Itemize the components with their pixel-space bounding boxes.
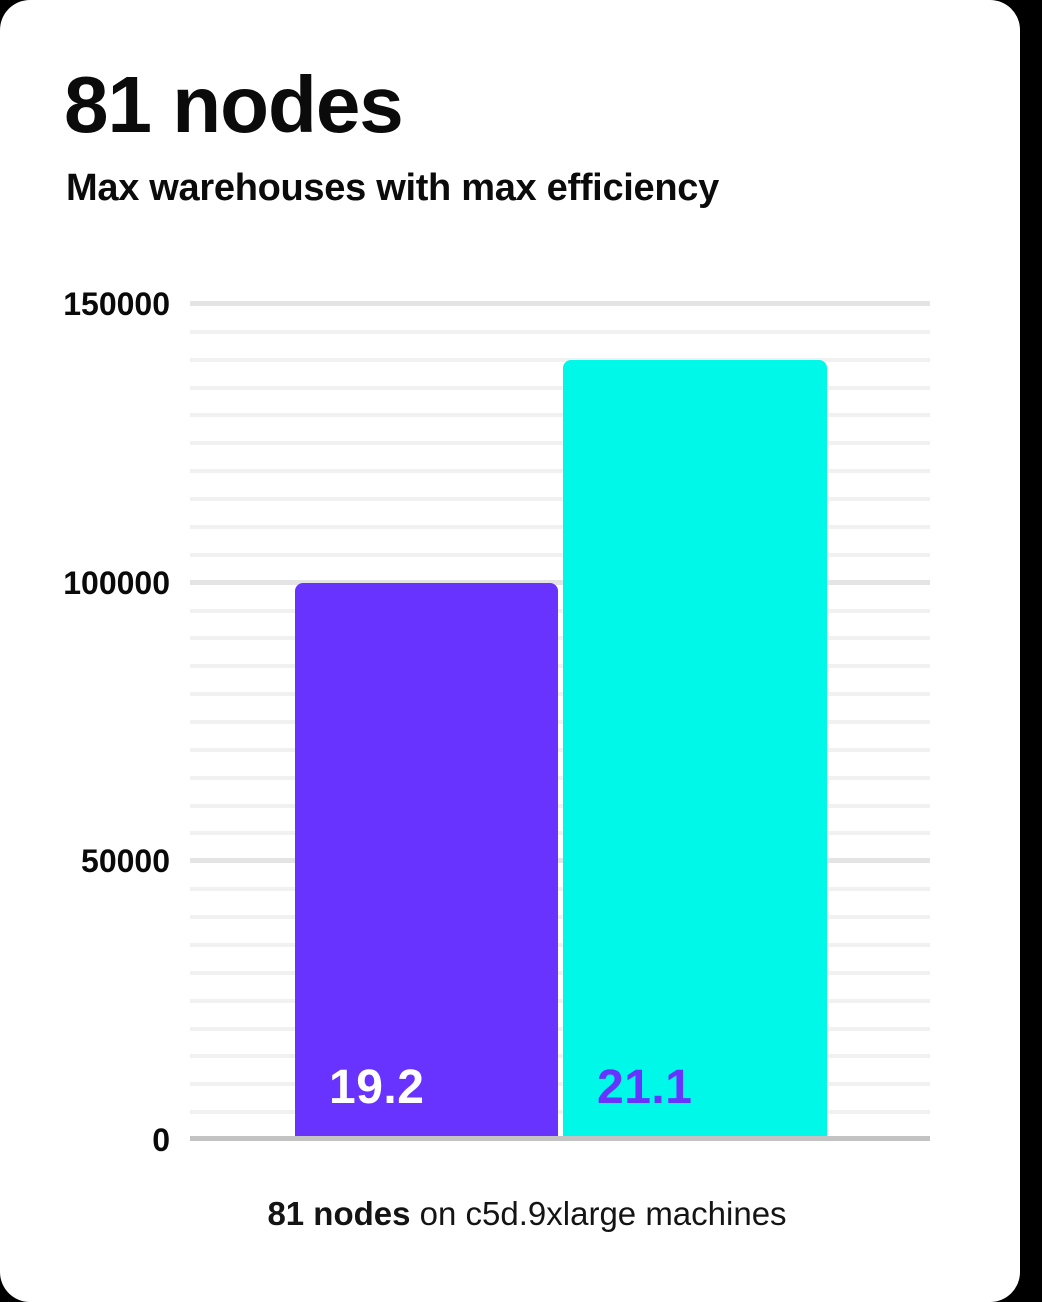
- gridline-minor: [190, 497, 930, 502]
- gridline-minor: [190, 775, 930, 780]
- gridline-minor: [190, 970, 930, 975]
- gridline-minor: [190, 664, 930, 669]
- gridline-minor: [190, 831, 930, 836]
- gridline-major: [190, 579, 930, 585]
- y-tick-label: 100000: [63, 564, 170, 601]
- y-tick-label: 0: [152, 1122, 170, 1158]
- benchmark-card: 81 nodes Max warehouses with max efficie…: [0, 0, 1020, 1302]
- gridline-minor: [190, 720, 930, 724]
- page-subtitle: Max warehouses with max efficiency: [66, 167, 719, 209]
- gridline-major: [190, 301, 930, 306]
- caption-text: on c5d.9xlarge machines: [410, 1195, 787, 1232]
- gridline-minor: [190, 887, 930, 892]
- bar-21.1: 21.1: [563, 359, 827, 1136]
- bar-value-label: 19.2: [329, 1061, 425, 1114]
- gridline-minor: [190, 803, 930, 808]
- gridline-minor: [190, 329, 930, 334]
- gridline-minor: [190, 524, 930, 529]
- y-axis-labels: 0 50000 100000 150000: [0, 288, 170, 1156]
- gridline-minor: [190, 469, 930, 474]
- gridline-minor: [190, 385, 930, 390]
- gridline-minor: [190, 747, 930, 752]
- gridline-minor: [190, 1054, 930, 1059]
- x-axis-baseline: [190, 1136, 930, 1141]
- bar-19.2: 19.2: [295, 582, 558, 1136]
- gridline-minor: [190, 441, 930, 446]
- chart-caption: 81 nodes on c5d.9xlarge machines: [17, 1194, 1020, 1234]
- gridline-minor: [190, 942, 930, 947]
- gridline-minor: [190, 1026, 930, 1031]
- y-tick-label: 50000: [81, 843, 170, 880]
- gridline-minor: [190, 692, 930, 697]
- gridline-minor: [190, 357, 930, 362]
- plot-area: 19.2 21.1: [190, 301, 930, 1141]
- gridline-minor: [190, 608, 930, 613]
- gridline-minor: [190, 552, 930, 557]
- gridline-minor: [190, 636, 930, 641]
- gridline-minor: [190, 413, 930, 418]
- gridline-minor: [190, 1082, 930, 1087]
- bar-value-label: 21.1: [597, 1061, 693, 1114]
- page-title: 81 nodes: [64, 60, 404, 149]
- gridline-minor: [190, 915, 930, 920]
- gridline-minor: [190, 998, 930, 1003]
- caption-highlight: 81 nodes: [267, 1195, 411, 1232]
- y-tick-label: 150000: [63, 286, 170, 322]
- gridline-minor: [190, 1110, 930, 1115]
- gridline-major: [190, 858, 930, 864]
